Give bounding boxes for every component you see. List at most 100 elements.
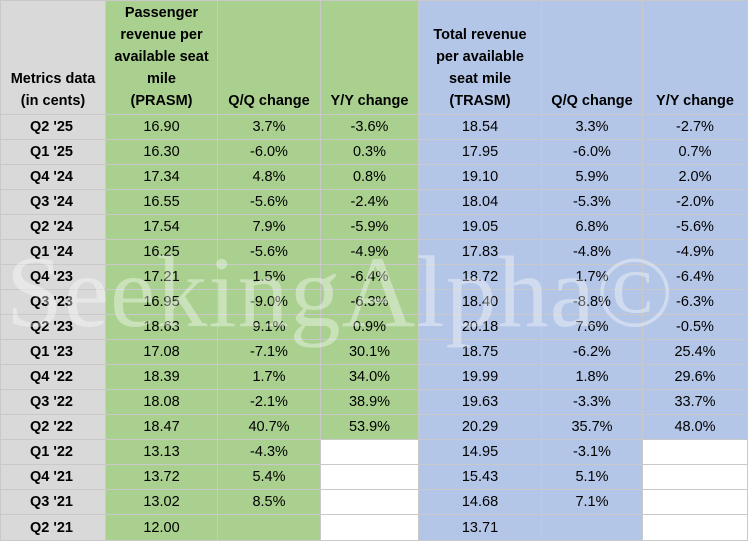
prasm-cell: 13.13 (105, 439, 218, 465)
trasm-cell: 19.10 (418, 164, 542, 190)
trasm-cell: 18.04 (418, 189, 542, 215)
prasm-yy-cell: 38.9% (320, 389, 419, 415)
trasm-yy-cell: -0.5% (642, 314, 748, 340)
table-row: Q2 '23 18.63 9.1% 0.9% 20.18 7.6% -0.5% (0, 314, 748, 340)
table-row: Q4 '22 18.39 1.7% 34.0% 19.99 1.8% 29.6% (0, 364, 748, 390)
header-trasm: Total revenue per available seat mile (T… (418, 0, 542, 115)
prasm-qq-cell: 7.9% (217, 214, 321, 240)
period-cell: Q4 '22 (0, 364, 106, 390)
period-cell: Q3 '22 (0, 389, 106, 415)
trasm-yy-cell: 25.4% (642, 339, 748, 365)
prasm-qq-cell: 8.5% (217, 489, 321, 515)
table-row: Q1 '22 13.13 -4.3% 14.95 -3.1% (0, 439, 748, 465)
prasm-qq-cell: 3.7% (217, 114, 321, 140)
prasm-qq-cell: -5.6% (217, 189, 321, 215)
prasm-cell: 13.02 (105, 489, 218, 515)
trasm-yy-cell: -6.3% (642, 289, 748, 315)
prasm-qq-cell: 4.8% (217, 164, 321, 190)
prasm-yy-cell (320, 489, 419, 515)
header-prasm-yy: Y/Y change (320, 0, 419, 115)
table-body: Q2 '25 16.90 3.7% -3.6% 18.54 3.3% -2.7% Q1 '25… (0, 114, 748, 541)
trasm-qq-cell (541, 514, 643, 541)
trasm-yy-cell: 48.0% (642, 414, 748, 440)
trasm-qq-cell: 7.1% (541, 489, 643, 515)
prasm-cell: 16.25 (105, 239, 218, 265)
period-cell: Q1 '24 (0, 239, 106, 265)
prasm-yy-cell: -2.4% (320, 189, 419, 215)
prasm-yy-cell: -6.3% (320, 289, 419, 315)
header-prasm: Passenger revenue per available seat mil… (105, 0, 218, 115)
trasm-cell: 18.40 (418, 289, 542, 315)
prasm-qq-cell: 9.1% (217, 314, 321, 340)
table-row: Q3 '24 16.55 -5.6% -2.4% 18.04 -5.3% -2.0% (0, 189, 748, 215)
table-row: Q1 '24 16.25 -5.6% -4.9% 17.83 -4.8% -4.9% (0, 239, 748, 265)
period-cell: Q2 '22 (0, 414, 106, 440)
prasm-yy-cell: 53.9% (320, 414, 419, 440)
header-trasm-qq: Q/Q change (541, 0, 643, 115)
period-cell: Q4 '23 (0, 264, 106, 290)
trasm-cell: 20.18 (418, 314, 542, 340)
trasm-yy-cell: -4.9% (642, 239, 748, 265)
period-cell: Q3 '21 (0, 489, 106, 515)
prasm-qq-cell (217, 514, 321, 541)
prasm-cell: 18.47 (105, 414, 218, 440)
prasm-yy-cell: 0.3% (320, 139, 419, 165)
table-row: Q4 '21 13.72 5.4% 15.43 5.1% (0, 464, 748, 490)
trasm-yy-cell: -2.7% (642, 114, 748, 140)
period-cell: Q1 '23 (0, 339, 106, 365)
prasm-yy-cell: -5.9% (320, 214, 419, 240)
prasm-cell: 18.63 (105, 314, 218, 340)
prasm-yy-cell: 34.0% (320, 364, 419, 390)
table-row: Q4 '24 17.34 4.8% 0.8% 19.10 5.9% 2.0% (0, 164, 748, 190)
prasm-cell: 12.00 (105, 514, 218, 541)
trasm-qq-cell: 35.7% (541, 414, 643, 440)
header-row: Metrics data (in cents) Passenger revenu… (0, 0, 748, 115)
trasm-yy-cell (642, 489, 748, 515)
trasm-cell: 14.95 (418, 439, 542, 465)
table-row: Q1 '25 16.30 -6.0% 0.3% 17.95 -6.0% 0.7% (0, 139, 748, 165)
prasm-yy-cell: -6.4% (320, 264, 419, 290)
period-cell: Q2 '24 (0, 214, 106, 240)
prasm-qq-cell: -9.0% (217, 289, 321, 315)
trasm-qq-cell: -8.8% (541, 289, 643, 315)
prasm-qq-cell: 5.4% (217, 464, 321, 490)
prasm-yy-cell: -4.9% (320, 239, 419, 265)
trasm-yy-cell: 33.7% (642, 389, 748, 415)
table-row: Q2 '24 17.54 7.9% -5.9% 19.05 6.8% -5.6% (0, 214, 748, 240)
trasm-qq-cell: 6.8% (541, 214, 643, 240)
period-cell: Q3 '24 (0, 189, 106, 215)
prasm-qq-cell: -6.0% (217, 139, 321, 165)
trasm-yy-cell: -6.4% (642, 264, 748, 290)
header-trasm-yy: Y/Y change (642, 0, 748, 115)
trasm-yy-cell: -2.0% (642, 189, 748, 215)
prasm-yy-cell (320, 464, 419, 490)
period-cell: Q4 '21 (0, 464, 106, 490)
prasm-cell: 17.08 (105, 339, 218, 365)
trasm-qq-cell: -6.0% (541, 139, 643, 165)
trasm-cell: 18.75 (418, 339, 542, 365)
period-cell: Q4 '24 (0, 164, 106, 190)
trasm-qq-cell: 5.9% (541, 164, 643, 190)
trasm-qq-cell: 1.8% (541, 364, 643, 390)
table-row: Q2 '21 12.00 13.71 (0, 514, 748, 541)
prasm-qq-cell: 1.7% (217, 364, 321, 390)
prasm-yy-cell: 0.8% (320, 164, 419, 190)
trasm-yy-cell (642, 464, 748, 490)
table-row: Q2 '25 16.90 3.7% -3.6% 18.54 3.3% -2.7% (0, 114, 748, 140)
trasm-qq-cell: -3.1% (541, 439, 643, 465)
trasm-qq-cell: 3.3% (541, 114, 643, 140)
table-row: Q3 '23 16.95 -9.0% -6.3% 18.40 -8.8% -6.3% (0, 289, 748, 315)
table-row: Q3 '21 13.02 8.5% 14.68 7.1% (0, 489, 748, 515)
prasm-cell: 17.21 (105, 264, 218, 290)
trasm-cell: 20.29 (418, 414, 542, 440)
prasm-cell: 16.30 (105, 139, 218, 165)
table-row: Q4 '23 17.21 1.5% -6.4% 18.72 1.7% -6.4% (0, 264, 748, 290)
trasm-qq-cell: 1.7% (541, 264, 643, 290)
prasm-yy-cell: 0.9% (320, 314, 419, 340)
trasm-cell: 19.99 (418, 364, 542, 390)
period-cell: Q1 '22 (0, 439, 106, 465)
prasm-cell: 18.39 (105, 364, 218, 390)
trasm-yy-cell (642, 439, 748, 465)
trasm-cell: 13.71 (418, 514, 542, 541)
